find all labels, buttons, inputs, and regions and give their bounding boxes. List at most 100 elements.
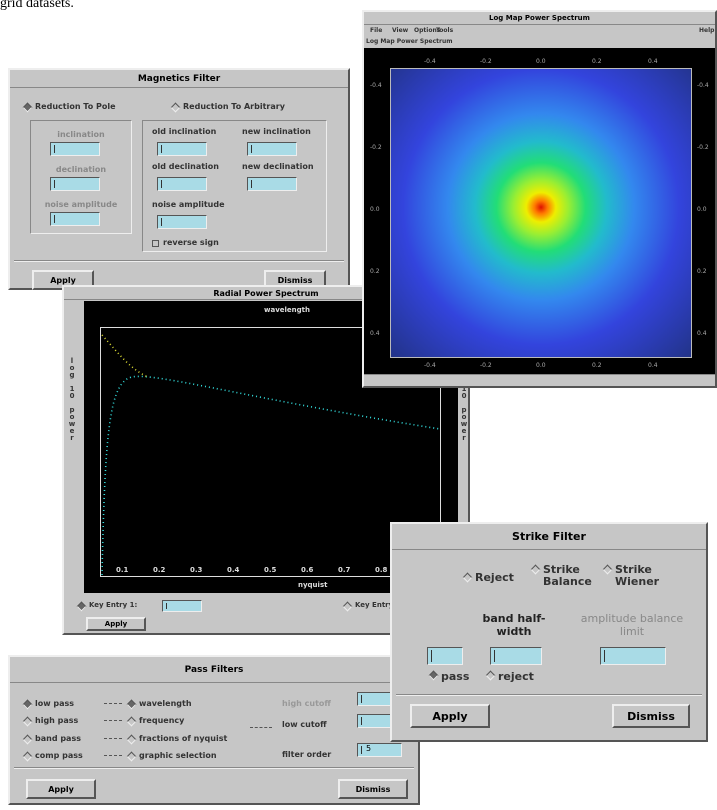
radio-button[interactable] <box>76 601 87 612</box>
text-input[interactable] <box>157 215 207 229</box>
button[interactable]: Dismiss <box>338 779 408 799</box>
label: Log Map Power Spectrum <box>366 38 453 45</box>
text-input[interactable] <box>50 212 100 226</box>
radio-button[interactable] <box>126 716 137 727</box>
tick-label: 0.0 <box>536 362 546 369</box>
radio-label: Reject <box>475 571 514 584</box>
radio-button[interactable] <box>602 564 613 575</box>
title-bar: Magnetics Filter <box>10 70 348 88</box>
radio-button[interactable] <box>22 102 33 113</box>
radio-button[interactable] <box>462 572 473 583</box>
tick-label: -0.4 <box>370 82 382 89</box>
text-input[interactable]: 5 <box>357 743 402 757</box>
text-input[interactable] <box>247 142 297 156</box>
tick-label: -0.2 <box>480 362 492 369</box>
text-input[interactable] <box>162 600 202 612</box>
tick-label: 0.0 <box>536 58 546 65</box>
label: low cutoff <box>282 720 327 729</box>
x-tick-label: 0.1 <box>116 566 129 574</box>
group-box <box>142 120 327 252</box>
label: reverse sign <box>163 238 219 247</box>
radio-button[interactable] <box>342 601 353 612</box>
arrow <box>104 738 122 739</box>
button[interactable]: Apply <box>86 617 146 631</box>
radio-label: Key Entry 2: <box>355 601 404 609</box>
label: band half-width <box>482 612 546 638</box>
text-input[interactable] <box>247 177 297 191</box>
radio-button[interactable] <box>428 670 439 681</box>
label: high cutoff <box>282 699 331 708</box>
radio-button[interactable] <box>126 734 137 745</box>
window: Magnetics Filter Reduction To Pole Reducti… <box>8 68 350 290</box>
radio-label: fractions of nyquist <box>139 734 228 743</box>
text-input[interactable] <box>157 177 207 191</box>
radio-label: Reduction To Arbitrary <box>183 102 285 111</box>
tick-label: -0.2 <box>480 58 492 65</box>
radio-label: frequency <box>139 716 185 725</box>
tick-label: 0.2 <box>592 58 602 65</box>
radio-button[interactable] <box>126 699 137 710</box>
window: Log Map Power Spectrum File View Options Too… <box>362 10 717 388</box>
radio-label: graphic selection <box>139 751 217 760</box>
tick-label: 0.2 <box>697 268 707 275</box>
label: amplitude balance limit <box>580 612 684 638</box>
radio-label: comp pass <box>35 751 83 760</box>
menu-item: File <box>370 27 383 34</box>
checkbox[interactable] <box>152 240 159 247</box>
x-tick-label: 0.6 <box>301 566 314 574</box>
separator <box>14 260 344 262</box>
x-tick-label: 0.8 <box>375 566 388 574</box>
plot-frame <box>100 327 441 577</box>
x-tick-label: 0.3 <box>190 566 203 574</box>
radio-button[interactable] <box>530 564 541 575</box>
radio-button[interactable] <box>22 716 33 727</box>
radio-button[interactable] <box>126 751 137 762</box>
radio-button[interactable] <box>170 102 181 113</box>
label: noise amplitude <box>152 200 225 209</box>
tick-label: -0.4 <box>424 58 436 65</box>
window: Pass Filters low pass wavelength high pass f… <box>8 655 420 805</box>
menu-item: Tools <box>436 27 454 34</box>
text-input[interactable] <box>50 177 100 191</box>
button[interactable]: Dismiss <box>612 704 690 728</box>
tick-label: -0.2 <box>370 144 382 151</box>
tick-label: 0.2 <box>370 268 380 275</box>
text-input[interactable] <box>50 142 100 156</box>
radio-button[interactable] <box>22 734 33 745</box>
window: Strike Filter Reject Strike Balance Strike … <box>390 522 708 742</box>
radio-button[interactable] <box>22 699 33 710</box>
tick-label: 0.4 <box>648 58 658 65</box>
radio-button[interactable] <box>485 670 496 681</box>
x-tick-label: 0.7 <box>338 566 351 574</box>
menu-item: Options <box>414 27 441 34</box>
label: old declination <box>152 162 219 171</box>
tick-label: 0.0 <box>370 206 380 213</box>
radio-label: high pass <box>35 716 79 725</box>
tick-label: 0.4 <box>370 330 380 337</box>
text-input[interactable] <box>157 142 207 156</box>
label: old inclination <box>152 127 217 136</box>
power-map <box>390 68 692 358</box>
title-bar: Pass Filters <box>10 657 418 683</box>
radio-button[interactable] <box>22 751 33 762</box>
label: nyquist <box>298 581 328 589</box>
text-input[interactable] <box>600 647 666 665</box>
radio-label: low pass <box>35 699 75 708</box>
radio-label: Key Entry 1: <box>89 601 138 609</box>
spectrum-curves <box>101 334 441 576</box>
arrow <box>104 720 122 721</box>
label: new inclination <box>242 127 311 136</box>
tick-label: 0.0 <box>697 206 707 213</box>
label: log 10 power <box>68 357 76 441</box>
title-bar: Strike Filter <box>392 524 706 550</box>
separator <box>396 694 702 696</box>
radio-label: Strike Balance <box>543 563 592 588</box>
button[interactable]: Apply <box>26 779 96 799</box>
radio-label: band pass <box>35 734 81 743</box>
text-input[interactable] <box>427 647 463 665</box>
button[interactable]: Apply <box>410 704 490 728</box>
radio-label: pass <box>441 670 470 683</box>
tick-label: -0.2 <box>697 144 709 151</box>
text-input[interactable] <box>490 647 542 665</box>
